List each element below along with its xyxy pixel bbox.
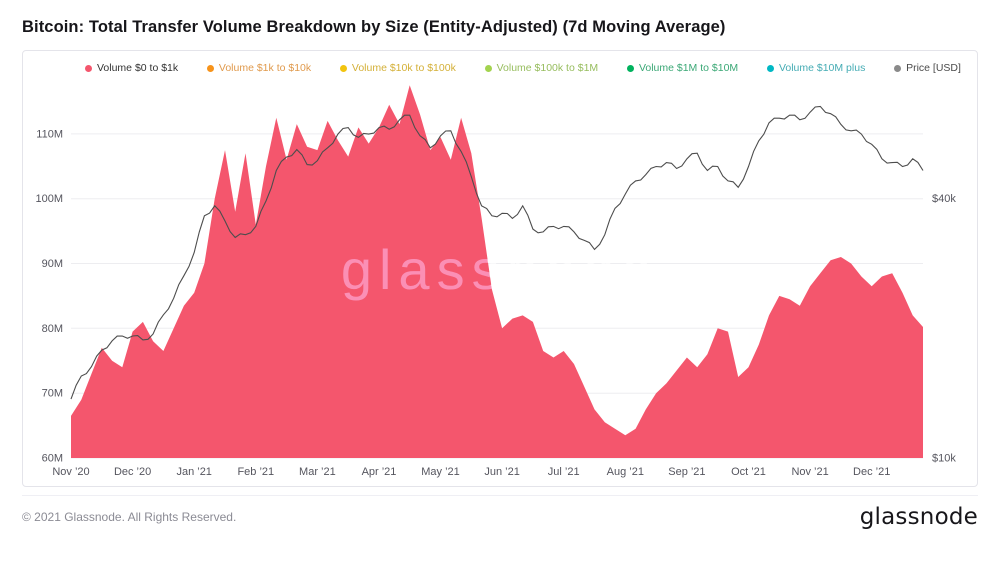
x-axis-tick-label: Nov ’21	[791, 466, 828, 478]
legend-item-volume-10k-to-100k[interactable]: Volume $10k to $100k	[339, 62, 456, 74]
legend-item-volume-1k-to-10k[interactable]: Volume $1k to $10k	[206, 62, 312, 74]
chart-legend: Volume $0 to $1k Volume $1k to $10k Volume…	[23, 51, 977, 74]
footer: © 2021 Glassnode. All Rights Reserved. g…	[22, 495, 978, 530]
legend-item-volume-100k-to-1m[interactable]: Volume $100k to $1M	[484, 62, 599, 74]
legend-swatch-icon	[766, 64, 774, 72]
legend-label: Volume $10k to $100k	[351, 62, 456, 74]
legend-swatch-icon	[484, 64, 492, 72]
chart-plot-area: 60M 70M 80M 90M 100M 110M glassnode $10k $40k Nov…	[23, 74, 977, 486]
x-axis-tick-label: Oct ’21	[731, 466, 766, 478]
legend-label: Volume $1k to $10k	[218, 62, 312, 74]
x-axis-tick-label: Dec ’20	[114, 466, 151, 478]
y-axis-left-tick-label: 90M	[42, 258, 63, 270]
legend-swatch-icon	[894, 64, 902, 72]
legend-item-volume-0-to-1k[interactable]: Volume $0 to $1k	[85, 62, 178, 74]
legend-swatch-icon	[339, 64, 347, 72]
y-axis-left-tick-label: 100M	[35, 193, 63, 205]
x-axis-tick-label: Jan ’21	[176, 466, 211, 478]
glassnode-logo: glassnode	[859, 504, 978, 530]
legend-label: Volume $100k to $1M	[496, 62, 599, 74]
legend-swatch-icon	[626, 64, 634, 72]
y-axis-left-tick-label: 70M	[42, 388, 63, 400]
copyright-text: © 2021 Glassnode. All Rights Reserved.	[22, 510, 237, 524]
legend-label: Volume $1M to $10M	[638, 62, 739, 74]
price-line-series[interactable]	[70, 105, 924, 400]
glassnode-watermark: glassnode	[341, 238, 659, 301]
x-axis-tick-label: Dec ’21	[853, 466, 890, 478]
legend-label: Volume $0 to $1k	[97, 62, 179, 74]
y-axis-right-tick-label: $10k	[932, 453, 956, 465]
legend-swatch-icon	[206, 64, 214, 72]
chart-card: Volume $0 to $1k Volume $1k to $10k Volume…	[22, 50, 978, 487]
legend-label: Price [USD]	[906, 62, 961, 74]
x-axis-tick-label: May ’21	[421, 466, 460, 478]
x-axis-tick-label: Nov ’20	[52, 466, 89, 478]
x-axis-tick-label: Jul ’21	[548, 466, 580, 478]
x-axis-tick-label: Sep ’21	[668, 466, 705, 478]
y-axis-right-tick-label: $40k	[932, 193, 956, 205]
y-axis-left-tick-label: 60M	[42, 453, 63, 465]
legend-item-volume-10m-plus[interactable]: Volume $10M plus	[766, 62, 866, 74]
volume-area-series[interactable]	[71, 85, 923, 458]
page-title: Bitcoin: Total Transfer Volume Breakdown…	[22, 18, 726, 36]
legend-item-price-usd[interactable]: Price [USD]	[894, 62, 961, 74]
x-axis-tick-label: Apr ’21	[362, 466, 397, 478]
y-axis-left-tick-label: 110M	[36, 128, 63, 140]
x-axis-tick-label: Jun ’21	[484, 466, 519, 478]
y-axis-left-tick-label: 80M	[42, 323, 63, 335]
legend-label: Volume $10M plus	[778, 62, 866, 74]
x-axis-tick-label: Mar ’21	[299, 466, 336, 478]
legend-swatch-icon	[85, 64, 92, 72]
chart-svg[interactable]: 60M 70M 80M 90M 100M 110M glassnode $10k $40k Nov…	[23, 74, 977, 484]
x-axis-tick-label: Feb ’21	[237, 466, 274, 478]
legend-item-volume-1m-to-10m[interactable]: Volume $1M to $10M	[626, 62, 739, 74]
app-root: Bitcoin: Total Transfer Volume Breakdown…	[0, 18, 1000, 530]
x-axis-tick-label: Aug ’21	[607, 466, 644, 478]
